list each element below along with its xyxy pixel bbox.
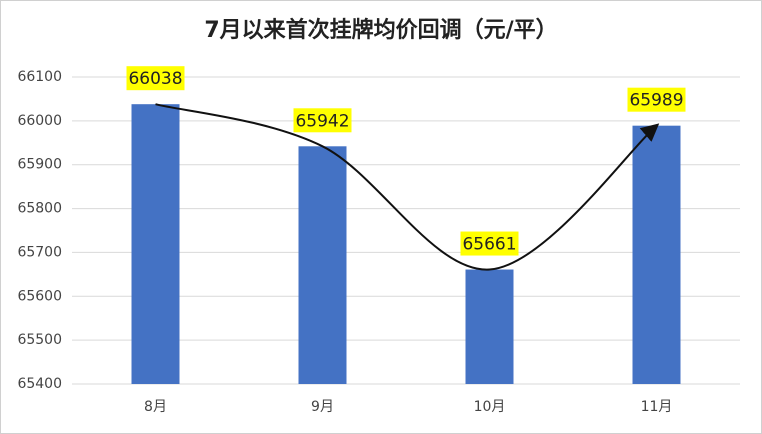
value-label-bg: [293, 108, 352, 133]
y-tick-label: 66000: [17, 113, 62, 129]
value-label: 65989: [629, 91, 683, 111]
bar: [298, 146, 347, 384]
value-label: 66038: [128, 69, 182, 89]
value-label-bg: [627, 87, 686, 112]
x-tick-label: 11月: [641, 399, 673, 415]
value-label-group: 65661: [460, 231, 519, 256]
x-tick-label: 10月: [474, 399, 506, 415]
chart-title: 7月以来首次挂牌均价回调（元/平）: [204, 17, 557, 43]
y-tick-label: 66100: [17, 69, 62, 85]
value-label-group: 66038: [126, 66, 185, 91]
value-label-bg: [126, 66, 185, 91]
x-tick-label: 9月: [311, 399, 334, 415]
y-tick-label: 65600: [17, 288, 62, 304]
value-label-group: 65942: [293, 108, 352, 133]
bar: [632, 125, 681, 384]
y-tick-label: 65800: [17, 201, 62, 217]
bar: [465, 269, 514, 384]
y-tick-label: 65400: [17, 376, 62, 392]
y-tick-label: 65500: [17, 332, 62, 348]
value-label: 65661: [462, 235, 516, 255]
y-tick-label: 65700: [17, 244, 62, 260]
value-label: 65942: [295, 111, 349, 131]
value-label-group: 65989: [627, 87, 686, 112]
bar: [131, 104, 180, 384]
value-label-bg: [460, 231, 519, 256]
x-tick-label: 8月: [144, 399, 167, 415]
trend-arrow: [155, 103, 660, 271]
y-tick-label: 65900: [17, 157, 62, 173]
